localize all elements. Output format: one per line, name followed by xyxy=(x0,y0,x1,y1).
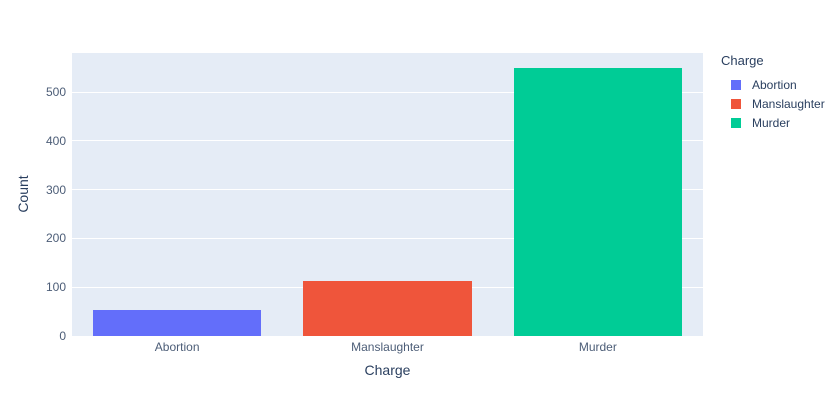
bar-murder[interactable] xyxy=(513,67,682,336)
y-tick-label-200: 200 xyxy=(45,231,66,246)
x-axis-title: Charge xyxy=(364,362,411,378)
plot-area xyxy=(72,53,703,336)
x-tick-label-murder: Murder xyxy=(578,340,617,354)
x-tick-label-abortion: Abortion xyxy=(154,340,200,354)
legend-swatch-manslaughter xyxy=(731,98,741,109)
legend-items: Abortion Manslaughter Murder xyxy=(721,75,825,132)
x-tick-label-manslaughter: Manslaughter xyxy=(351,340,424,354)
legend-label: Abortion xyxy=(752,77,797,92)
y-tick-label-400: 400 xyxy=(45,133,66,148)
legend-item-manslaughter[interactable]: Manslaughter xyxy=(731,94,825,113)
legend-item-abortion[interactable]: Abortion xyxy=(731,75,825,94)
y-axis-title: Count xyxy=(15,175,31,213)
legend-label: Murder xyxy=(752,115,791,130)
y-tick-label-100: 100 xyxy=(45,280,66,295)
bar-abortion[interactable] xyxy=(93,310,262,336)
y-tick-label-500: 500 xyxy=(45,85,66,100)
bar-manslaughter[interactable] xyxy=(303,280,472,336)
gridline-y-300 xyxy=(72,189,703,191)
y-tick-label-300: 300 xyxy=(45,182,66,197)
legend: Charge Abortion Manslaughter Murder xyxy=(721,53,825,132)
y-tick-label-0: 0 xyxy=(59,329,66,343)
gridline-y-200 xyxy=(72,237,703,239)
legend-label: Manslaughter xyxy=(752,96,825,111)
gridline-y-400 xyxy=(72,140,703,142)
legend-title: Charge xyxy=(721,53,764,68)
legend-item-murder[interactable]: Murder xyxy=(731,113,825,132)
gridline-y-500 xyxy=(72,91,703,93)
legend-swatch-abortion xyxy=(731,79,741,90)
legend-swatch-murder xyxy=(731,117,741,128)
